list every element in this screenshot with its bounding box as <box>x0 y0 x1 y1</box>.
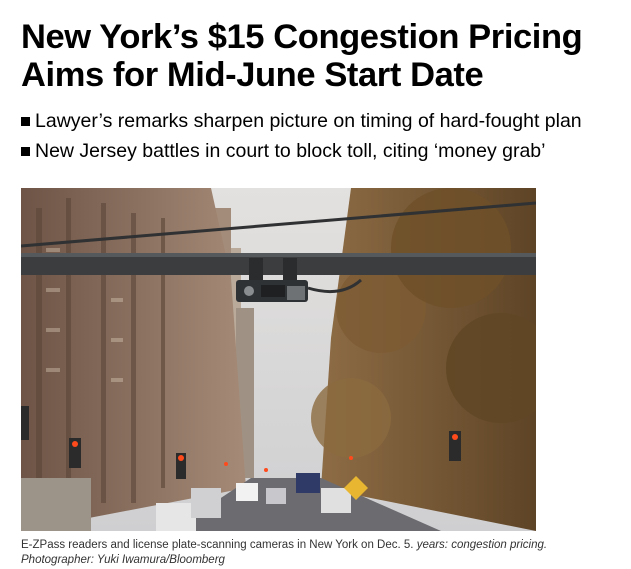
summary-bullet: New Jersey battles in court to block tol… <box>21 136 631 166</box>
bullet-square-icon <box>21 146 30 156</box>
summary-bullet-text: Lawyer’s remarks sharpen picture on timi… <box>35 110 582 132</box>
street-photo-image <box>21 188 536 531</box>
headline[interactable]: New York’s $15 Congestion Pricing Aims f… <box>21 18 583 94</box>
photo-caption: E-ZPass readers and license plate-scanni… <box>21 538 581 567</box>
photo-caption-text: E-ZPass readers and license plate-scanni… <box>21 539 414 551</box>
bullet-square-icon <box>21 116 30 126</box>
photo-credit: years: congestion pricing. Photographer:… <box>21 539 548 566</box>
summary-bullet-text: New Jersey battles in court to block tol… <box>35 140 546 162</box>
article-photo[interactable] <box>21 188 536 531</box>
summary-bullets: Lawyer’s remarks sharpen picture on timi… <box>21 106 631 166</box>
summary-bullet: Lawyer’s remarks sharpen picture on timi… <box>21 106 631 136</box>
